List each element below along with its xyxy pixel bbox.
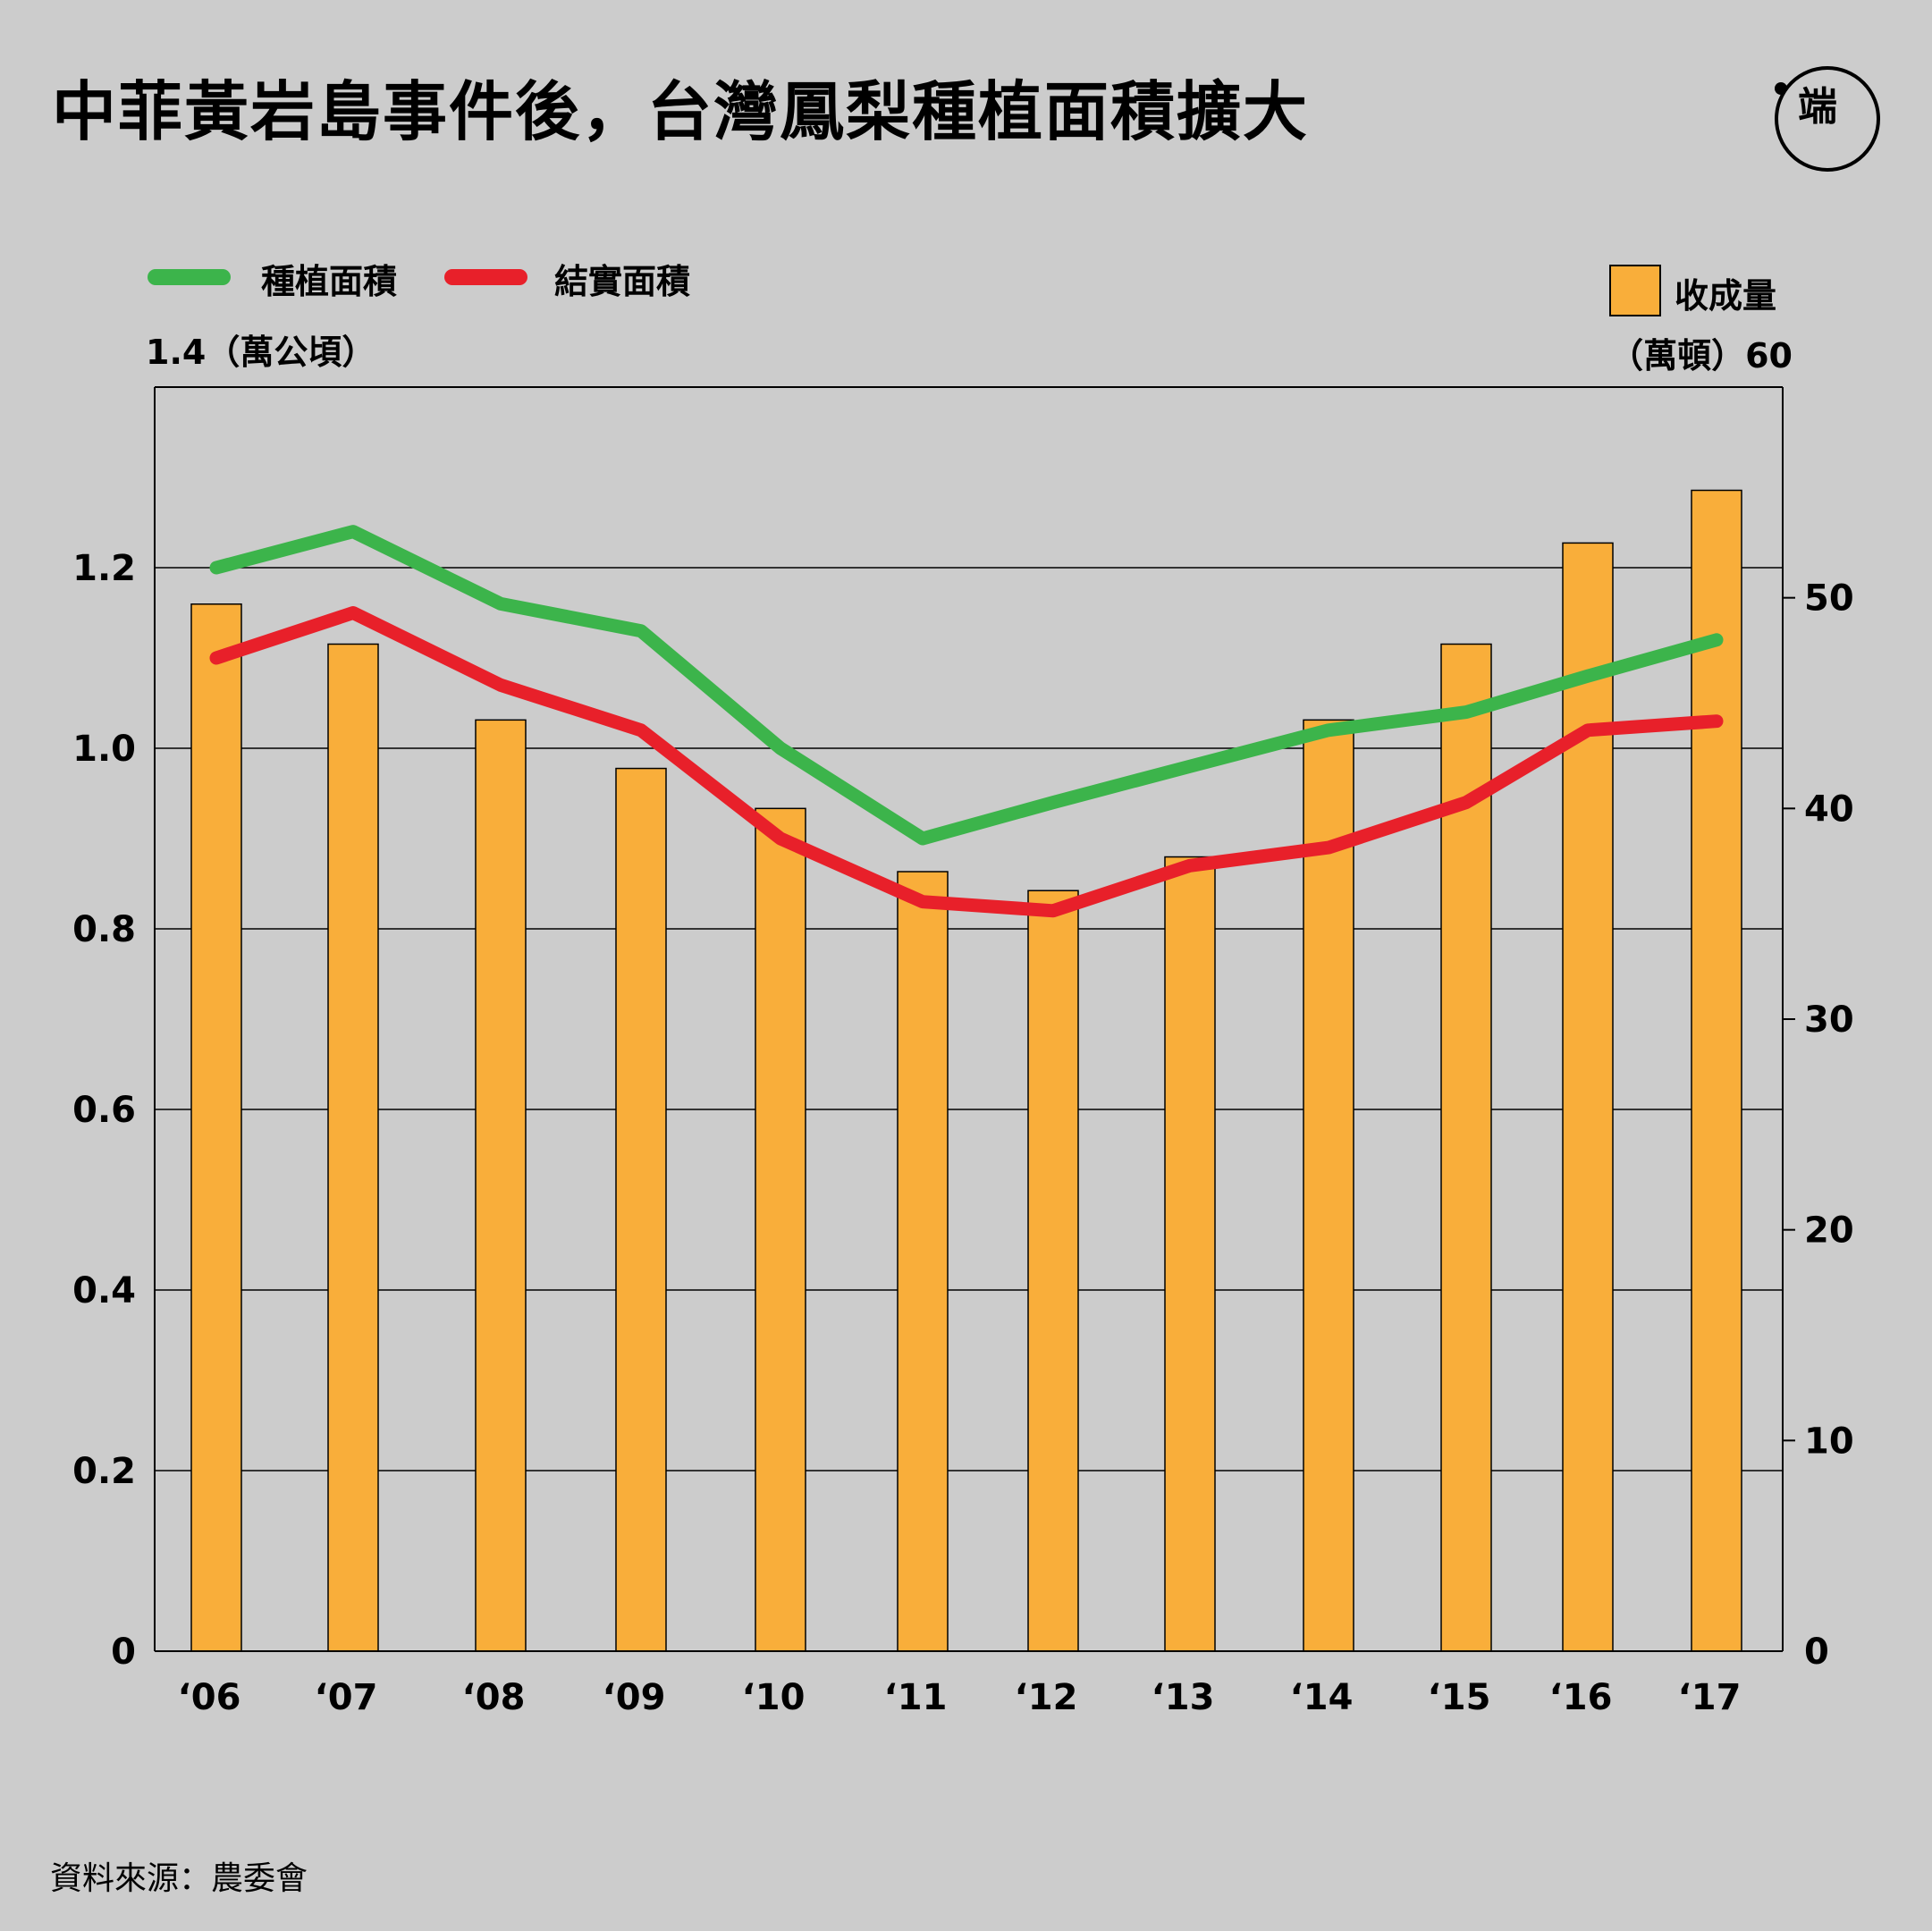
legend-harvest-label: 收成量 <box>1675 276 1777 316</box>
right-axis-unit: （萬頓）60 <box>1609 336 1793 375</box>
right-tick-label: 30 <box>1804 999 1854 1041</box>
harvest-bar <box>475 719 527 1652</box>
fruiting-area-line <box>209 606 1724 918</box>
harvest-bar <box>615 767 667 1652</box>
left-tick-label: 0.6 <box>72 1090 136 1131</box>
source-note: 資料來源：農委會 <box>50 1860 308 1897</box>
legend-harvest-swatch <box>1609 265 1661 316</box>
left-tick-label: 1.2 <box>72 548 136 589</box>
left-tick-label: 1.0 <box>72 729 136 770</box>
harvest-bar <box>1562 542 1614 1652</box>
right-tick-label: 50 <box>1804 578 1854 620</box>
x-tick-label: ‘11 <box>884 1677 948 1718</box>
x-tick-label: ‘13 <box>1152 1677 1215 1718</box>
harvest-bar <box>897 871 949 1652</box>
x-tick-label: ‘10 <box>742 1677 806 1718</box>
x-tick-label: ‘12 <box>1015 1677 1078 1718</box>
harvest-bar <box>190 603 242 1652</box>
legend-planted-swatch <box>148 269 231 285</box>
x-tick-label: ‘17 <box>1678 1677 1742 1718</box>
x-tick-label: ‘15 <box>1428 1677 1491 1718</box>
logo-dot-icon <box>1775 82 1787 95</box>
right-tick-label: 40 <box>1804 788 1854 830</box>
legend-planted-label: 種植面積 <box>261 262 398 301</box>
x-tick-label: ‘08 <box>462 1677 526 1718</box>
right-tick-label: 20 <box>1804 1210 1854 1252</box>
logo: 端 <box>1775 66 1880 172</box>
harvest-bar <box>1027 890 1079 1652</box>
harvest-bar <box>1164 856 1216 1652</box>
harvest-bar <box>1691 489 1742 1652</box>
harvest-bar <box>327 643 379 1652</box>
x-tick-label: ‘07 <box>315 1677 378 1718</box>
x-tick-label: ‘16 <box>1549 1677 1613 1718</box>
left-tick-label: 0.8 <box>72 909 136 950</box>
x-tick-label: ‘09 <box>603 1677 666 1718</box>
x-tick-label: ‘06 <box>178 1677 241 1718</box>
logo-text: 端 <box>1798 84 1837 130</box>
x-tick-label: ‘14 <box>1290 1677 1354 1718</box>
left-tick-label: 0.2 <box>72 1451 136 1492</box>
harvest-bar <box>755 807 806 1652</box>
chart-title: 中菲黃岩島事件後，台灣鳳梨種植面積擴大 <box>52 74 1310 149</box>
legend-fruiting-label: 結實面積 <box>554 262 691 301</box>
harvest-bar <box>1303 719 1354 1652</box>
legend-fruiting-swatch <box>444 269 527 285</box>
right-tick-label: 0 <box>1804 1632 1829 1673</box>
left-tick-label: 0 <box>111 1632 136 1673</box>
left-axis-unit: 1.4（萬公頃） <box>146 333 376 372</box>
planted-area-line <box>209 525 1724 846</box>
right-tick-label: 10 <box>1804 1421 1854 1462</box>
left-tick-label: 0.4 <box>72 1270 136 1311</box>
